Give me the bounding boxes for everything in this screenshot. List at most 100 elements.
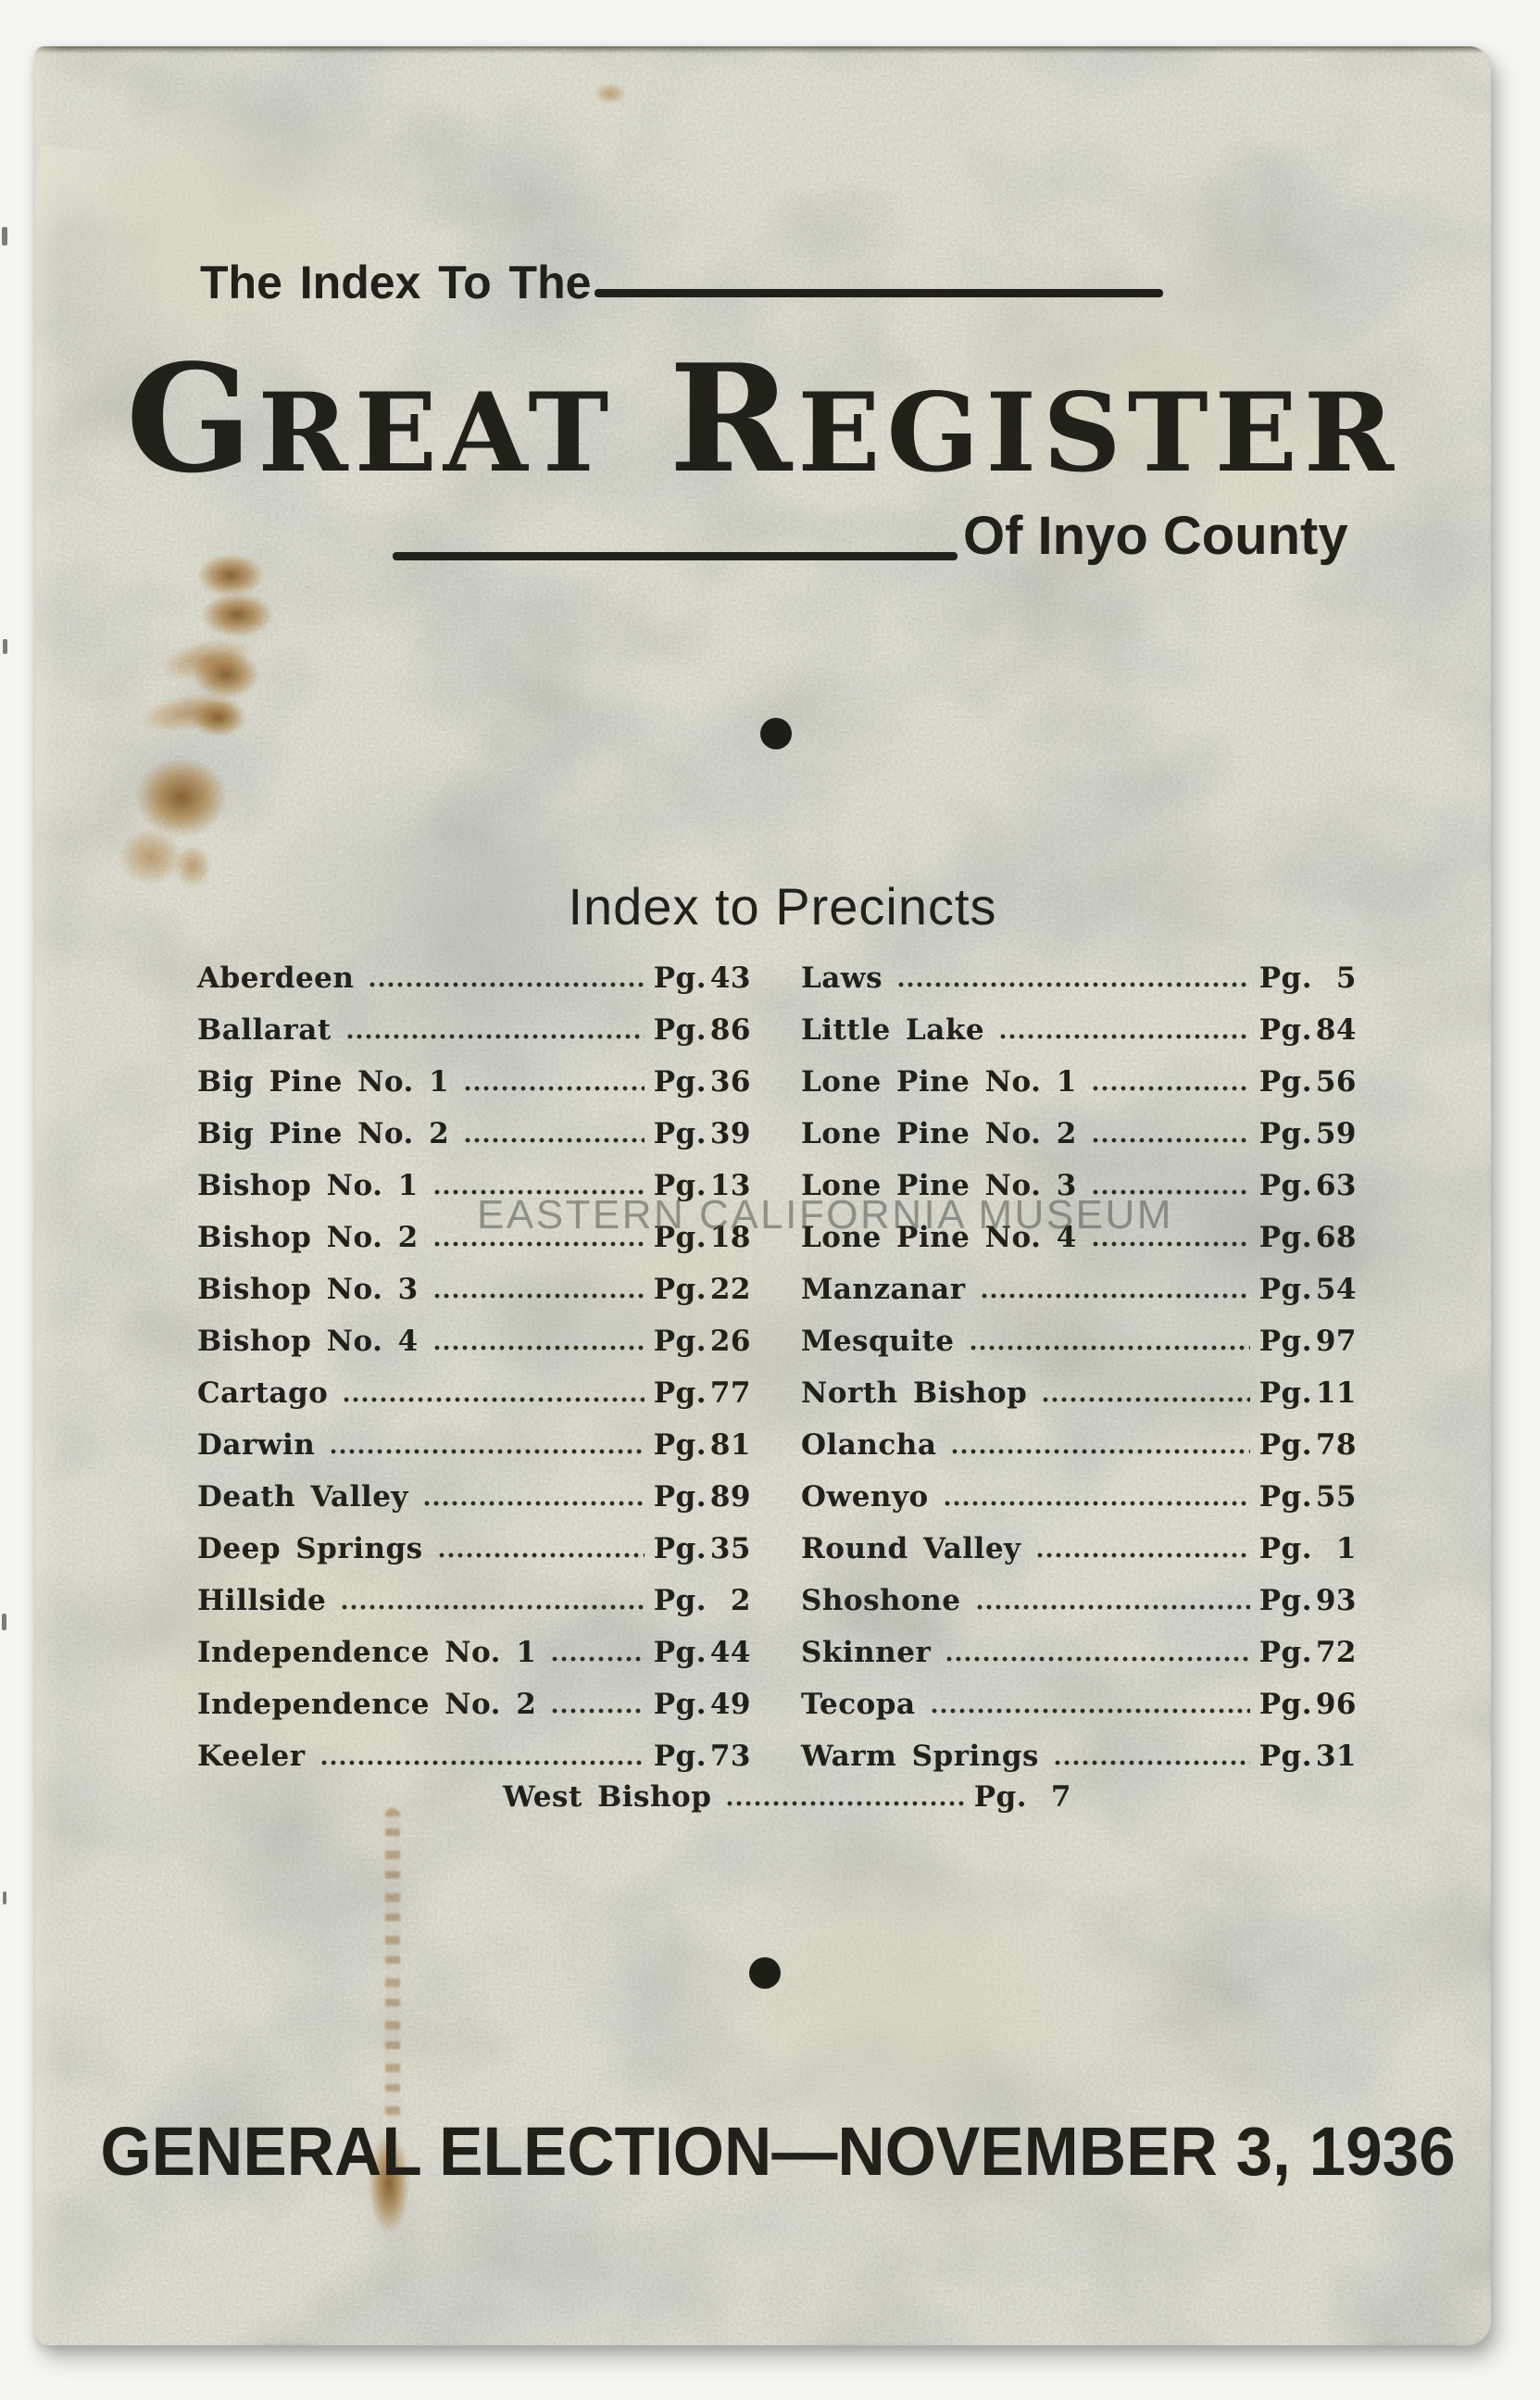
page-ref: Pg. 84: [1259, 1013, 1357, 1047]
precinct-name: Lone Pine No. 1: [801, 1065, 1077, 1099]
dotted-leader: [432, 1345, 645, 1351]
rust-stain: [197, 554, 264, 597]
page-label: Pg.: [1258, 1325, 1312, 1358]
dotted-leader: [551, 1708, 645, 1714]
index-row: Bishop No. 4 Pg. 26: [197, 1325, 751, 1376]
dotted-leader: [551, 1656, 645, 1662]
page-ref: Pg. 97: [1259, 1325, 1357, 1358]
precinct-name: Independence No. 2: [197, 1688, 537, 1721]
title-text: EGISTER: [797, 369, 1401, 496]
dotted-leader: [1091, 1137, 1250, 1143]
index-heading: Index to Precincts: [568, 877, 997, 936]
precinct-name: Bishop No. 1: [197, 1169, 419, 1202]
page-label: Pg.: [1258, 1221, 1312, 1254]
title-rule-top: [595, 289, 1164, 297]
dotted-leader: [341, 1604, 645, 1610]
index-row: Independence No. 2 Pg. 49: [197, 1688, 751, 1740]
page-number: 93: [1315, 1584, 1357, 1617]
ornament-dot-top: [760, 718, 792, 749]
page-edge-shadow: [35, 46, 1491, 54]
page-label: Pg.: [1258, 1013, 1312, 1047]
rust-stain: [595, 83, 626, 104]
dotted-leader: [897, 982, 1250, 987]
index-row: Olancha Pg. 78: [801, 1428, 1357, 1480]
page-number: 22: [709, 1273, 751, 1306]
index-row: Death Valley Pg. 89: [197, 1480, 751, 1532]
page-label: Pg.: [653, 1636, 707, 1669]
rust-stain: [191, 699, 246, 736]
page-number: 7: [1050, 1780, 1071, 1814]
page-label: Pg.: [1258, 1273, 1312, 1306]
precinct-name: Deep Springs: [197, 1532, 423, 1565]
page-label: Pg.: [1258, 1117, 1312, 1150]
page-ref: Pg. 43: [654, 961, 751, 995]
index-row: Owenyo Pg. 55: [801, 1480, 1357, 1532]
dotted-leader: [343, 1397, 645, 1402]
index-row: Laws Pg. 5: [801, 961, 1357, 1013]
precinct-name: Ballarat: [197, 1013, 332, 1047]
dotted-leader: [330, 1449, 645, 1454]
index-row: Tecopa Pg. 96: [801, 1688, 1357, 1740]
page-label: Pg.: [653, 1740, 707, 1773]
precinct-name: Cartago: [197, 1376, 329, 1410]
page-ref: Pg. 55: [1259, 1480, 1357, 1514]
index-row: Manzanar Pg. 54: [801, 1273, 1357, 1325]
precinct-name: Bishop No. 4: [197, 1325, 419, 1358]
page-ref: Pg. 22: [654, 1273, 751, 1306]
index-row: Lone Pine No. 2 Pg. 59: [801, 1117, 1357, 1169]
election-title: GENERAL ELECTION—NOVEMBER 3, 1936: [100, 2113, 1456, 2190]
precinct-name: North Bishop: [801, 1376, 1028, 1410]
page-number: 31: [1315, 1740, 1357, 1773]
index-row: Hillside Pg. 2: [197, 1584, 751, 1636]
page-ref: Pg. 56: [1259, 1065, 1357, 1099]
page-number: 1: [1335, 1532, 1357, 1565]
index-row: Little Lake Pg. 84: [801, 1013, 1357, 1065]
rust-stain: [136, 685, 244, 739]
index-row: Lone Pine No. 1 Pg. 56: [801, 1065, 1357, 1117]
page-title: GREAT REGISTER: [126, 345, 1400, 493]
page-number: 68: [1315, 1221, 1357, 1254]
dotted-leader: [930, 1708, 1250, 1714]
page-number: 49: [709, 1688, 751, 1721]
kicker-text: The Index To The: [200, 257, 592, 308]
rust-stain: [135, 758, 228, 837]
precinct-name: Death Valley: [197, 1480, 408, 1514]
index-row: West Bishop Pg. 7: [503, 1780, 1071, 1832]
dotted-leader: [943, 1501, 1250, 1506]
dotted-leader: [432, 1293, 645, 1299]
page-label: Pg.: [1258, 1376, 1312, 1410]
page-label: Pg.: [653, 1117, 707, 1150]
rust-stain: [201, 593, 273, 637]
page-label: Pg.: [653, 1480, 707, 1514]
page-ref: Pg. 11: [1259, 1376, 1357, 1410]
page-number: 72: [1315, 1636, 1357, 1669]
rust-stain: [157, 632, 257, 687]
index-row: Skinner Pg. 72: [801, 1636, 1357, 1688]
precinct-name: Big Pine No. 2: [197, 1117, 450, 1150]
page-number: 84: [1315, 1013, 1357, 1047]
precinct-name: Olancha: [801, 1428, 937, 1462]
dotted-leader: [726, 1801, 965, 1806]
dotted-leader: [975, 1604, 1250, 1610]
dotted-leader: [345, 1034, 645, 1039]
scan-edge-speck: [3, 639, 7, 654]
index-row: Cartago Pg. 77: [197, 1376, 751, 1428]
dotted-leader: [951, 1449, 1250, 1454]
dotted-leader: [464, 1137, 645, 1143]
page-label: Pg.: [1258, 1169, 1312, 1202]
ornament-dot-bottom: [749, 1957, 781, 1989]
index-row: Independence No. 1 Pg. 44: [197, 1636, 751, 1688]
page-ref: Pg. 54: [1259, 1273, 1357, 1306]
page-label: Pg.: [1258, 961, 1312, 995]
page-label: Pg.: [1258, 1636, 1312, 1669]
page-ref: Pg. 5: [1259, 961, 1357, 995]
page-number: 55: [1315, 1480, 1357, 1514]
page-number: 44: [709, 1636, 751, 1669]
page-ref: Pg. 1: [1259, 1532, 1357, 1565]
scan-edge-speck: [2, 227, 7, 245]
page-number: 97: [1315, 1325, 1357, 1358]
precinct-name: Mesquite: [801, 1325, 955, 1358]
page-number: 86: [709, 1013, 751, 1047]
page-ref: Pg. 86: [654, 1013, 751, 1047]
